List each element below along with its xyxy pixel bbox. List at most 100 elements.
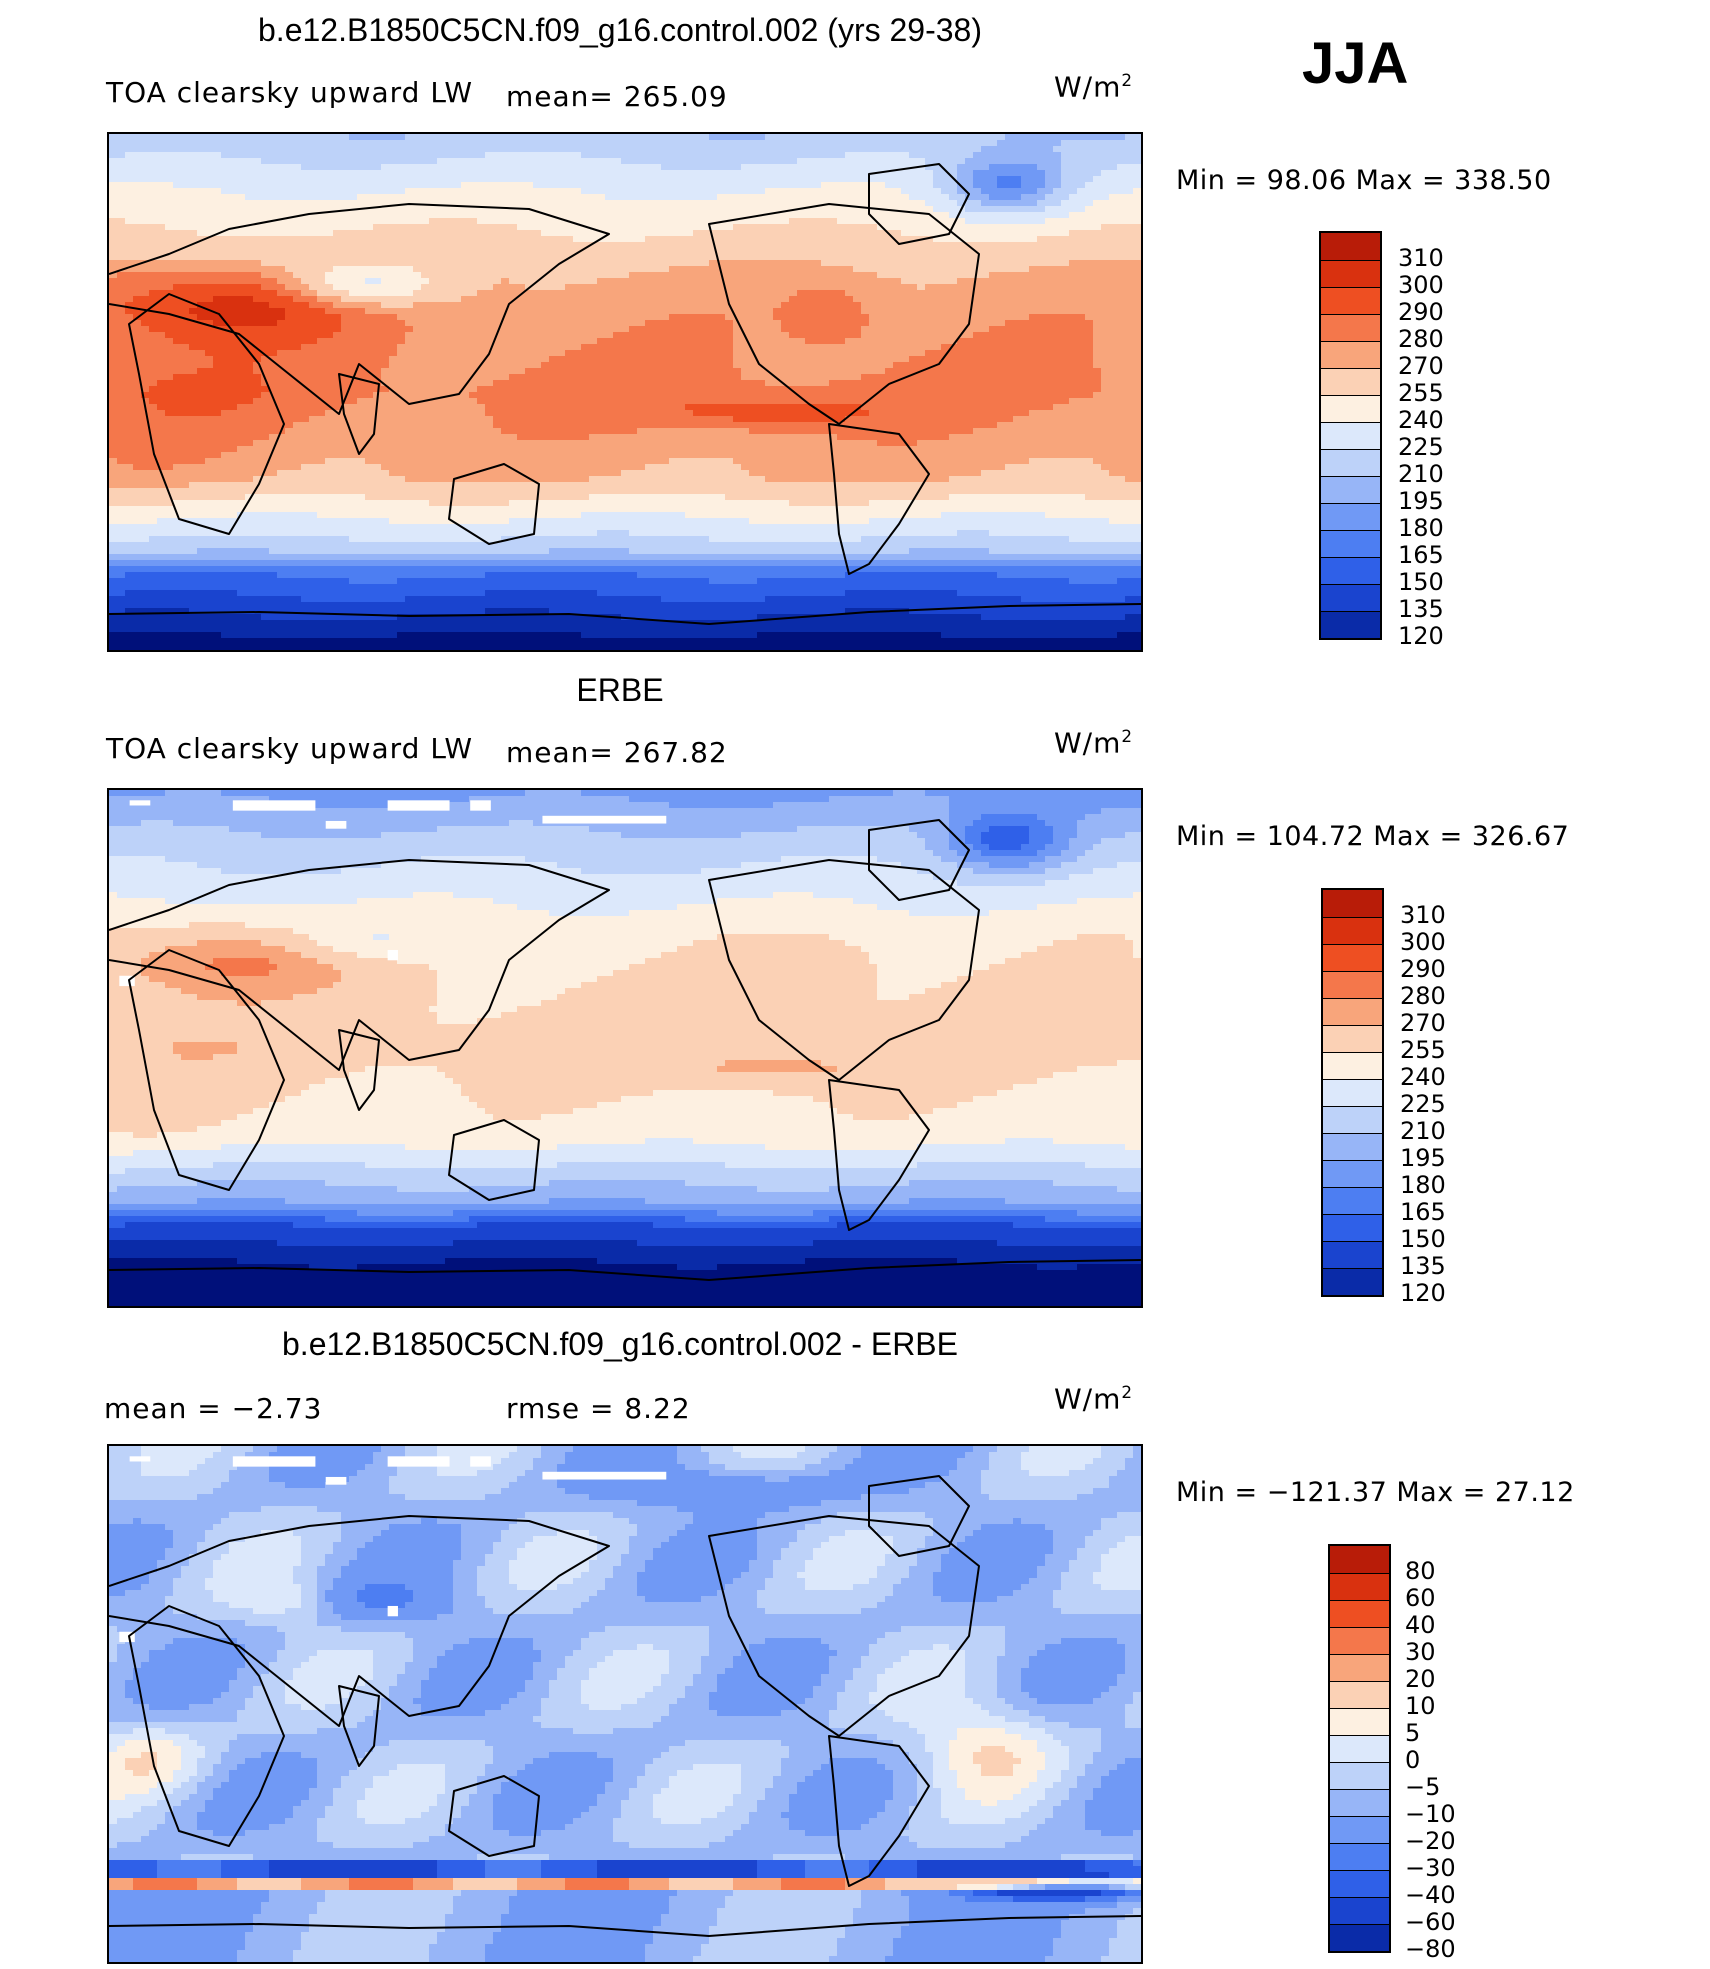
field-cell xyxy=(693,146,702,153)
field-cell xyxy=(957,194,966,201)
field-cell xyxy=(845,338,854,345)
field-cell xyxy=(637,248,646,255)
field-cell xyxy=(621,224,630,231)
field-cell xyxy=(269,170,278,177)
field-cell xyxy=(829,170,838,177)
field-cell xyxy=(253,284,262,291)
field-cell xyxy=(645,278,654,285)
field-cell xyxy=(549,272,558,279)
field-cell xyxy=(821,176,830,183)
field-cell xyxy=(957,212,966,219)
field-cell xyxy=(1085,308,1094,315)
field-cell xyxy=(341,320,350,327)
field-cell xyxy=(1101,344,1110,351)
field-cell xyxy=(173,212,182,219)
field-cell xyxy=(829,212,838,219)
field-cell xyxy=(365,140,374,147)
field-cell xyxy=(1053,140,1062,147)
field-cell xyxy=(541,302,550,309)
field-cell xyxy=(725,206,734,213)
field-cell xyxy=(661,164,670,171)
field-cell xyxy=(629,170,638,177)
field-cell xyxy=(205,290,214,297)
field-cell xyxy=(765,146,774,153)
field-cell xyxy=(165,170,174,177)
field-cell xyxy=(477,242,486,249)
field-cell xyxy=(205,356,214,363)
field-cell xyxy=(341,248,350,255)
field-cell xyxy=(141,152,150,159)
field-cell xyxy=(517,146,526,153)
field-cell xyxy=(213,176,222,183)
field-cell xyxy=(957,338,966,345)
field-cell xyxy=(805,134,814,141)
field-cell xyxy=(661,212,670,219)
field-cell xyxy=(853,254,862,261)
field-cell xyxy=(397,254,406,261)
field-cell xyxy=(181,134,190,141)
field-cell xyxy=(213,356,222,363)
field-cell xyxy=(1133,182,1141,189)
field-cell xyxy=(717,296,726,303)
field-cell xyxy=(309,170,318,177)
field-cell xyxy=(909,188,918,195)
field-cell xyxy=(1013,158,1022,165)
field-cell xyxy=(1133,320,1141,327)
field-cell xyxy=(357,218,366,225)
field-cell xyxy=(533,170,542,177)
field-cell xyxy=(589,224,598,231)
field-cell xyxy=(285,302,294,309)
field-cell xyxy=(293,266,302,273)
field-cell xyxy=(141,164,150,171)
field-cell xyxy=(349,140,358,147)
field-cell xyxy=(1085,248,1094,255)
field-cell xyxy=(597,134,606,141)
field-cell xyxy=(909,236,918,243)
field-cell xyxy=(685,320,694,327)
field-cell xyxy=(661,314,670,321)
field-cell xyxy=(405,302,414,309)
field-cell xyxy=(1125,176,1134,183)
field-cell xyxy=(597,308,606,315)
field-cell xyxy=(589,200,598,207)
field-cell xyxy=(397,224,406,231)
field-cell xyxy=(205,320,214,327)
field-cell xyxy=(165,326,174,333)
field-cell xyxy=(805,212,814,219)
field-cell xyxy=(885,248,894,255)
field-cell xyxy=(813,146,822,153)
field-cell xyxy=(421,206,430,213)
field-cell xyxy=(285,350,294,357)
field-cell xyxy=(1109,188,1118,195)
field-cell xyxy=(253,158,262,165)
field-cell xyxy=(893,170,902,177)
field-cell xyxy=(525,278,534,285)
field-cell xyxy=(861,206,870,213)
field-cell xyxy=(253,248,262,255)
field-cell xyxy=(709,326,718,333)
field-cell xyxy=(149,326,158,333)
field-cell xyxy=(989,230,998,237)
field-cell xyxy=(189,152,198,159)
field-cell xyxy=(613,290,622,297)
field-cell xyxy=(413,344,422,351)
field-cell xyxy=(141,140,150,147)
field-cell xyxy=(869,344,878,351)
field-cell xyxy=(933,332,942,339)
field-cell xyxy=(805,332,814,339)
field-cell xyxy=(1053,344,1062,351)
field-cell xyxy=(469,248,478,255)
field-cell xyxy=(525,320,534,327)
field-cell xyxy=(845,314,854,321)
field-cell xyxy=(421,188,430,195)
field-cell xyxy=(565,290,574,297)
field-cell xyxy=(1109,296,1118,303)
field-cell xyxy=(917,314,926,321)
field-cell xyxy=(157,356,166,363)
field-cell xyxy=(613,200,622,207)
field-cell xyxy=(773,212,782,219)
field-cell xyxy=(717,278,726,285)
field-cell xyxy=(397,350,406,357)
field-cell xyxy=(109,152,118,159)
field-cell xyxy=(797,170,806,177)
